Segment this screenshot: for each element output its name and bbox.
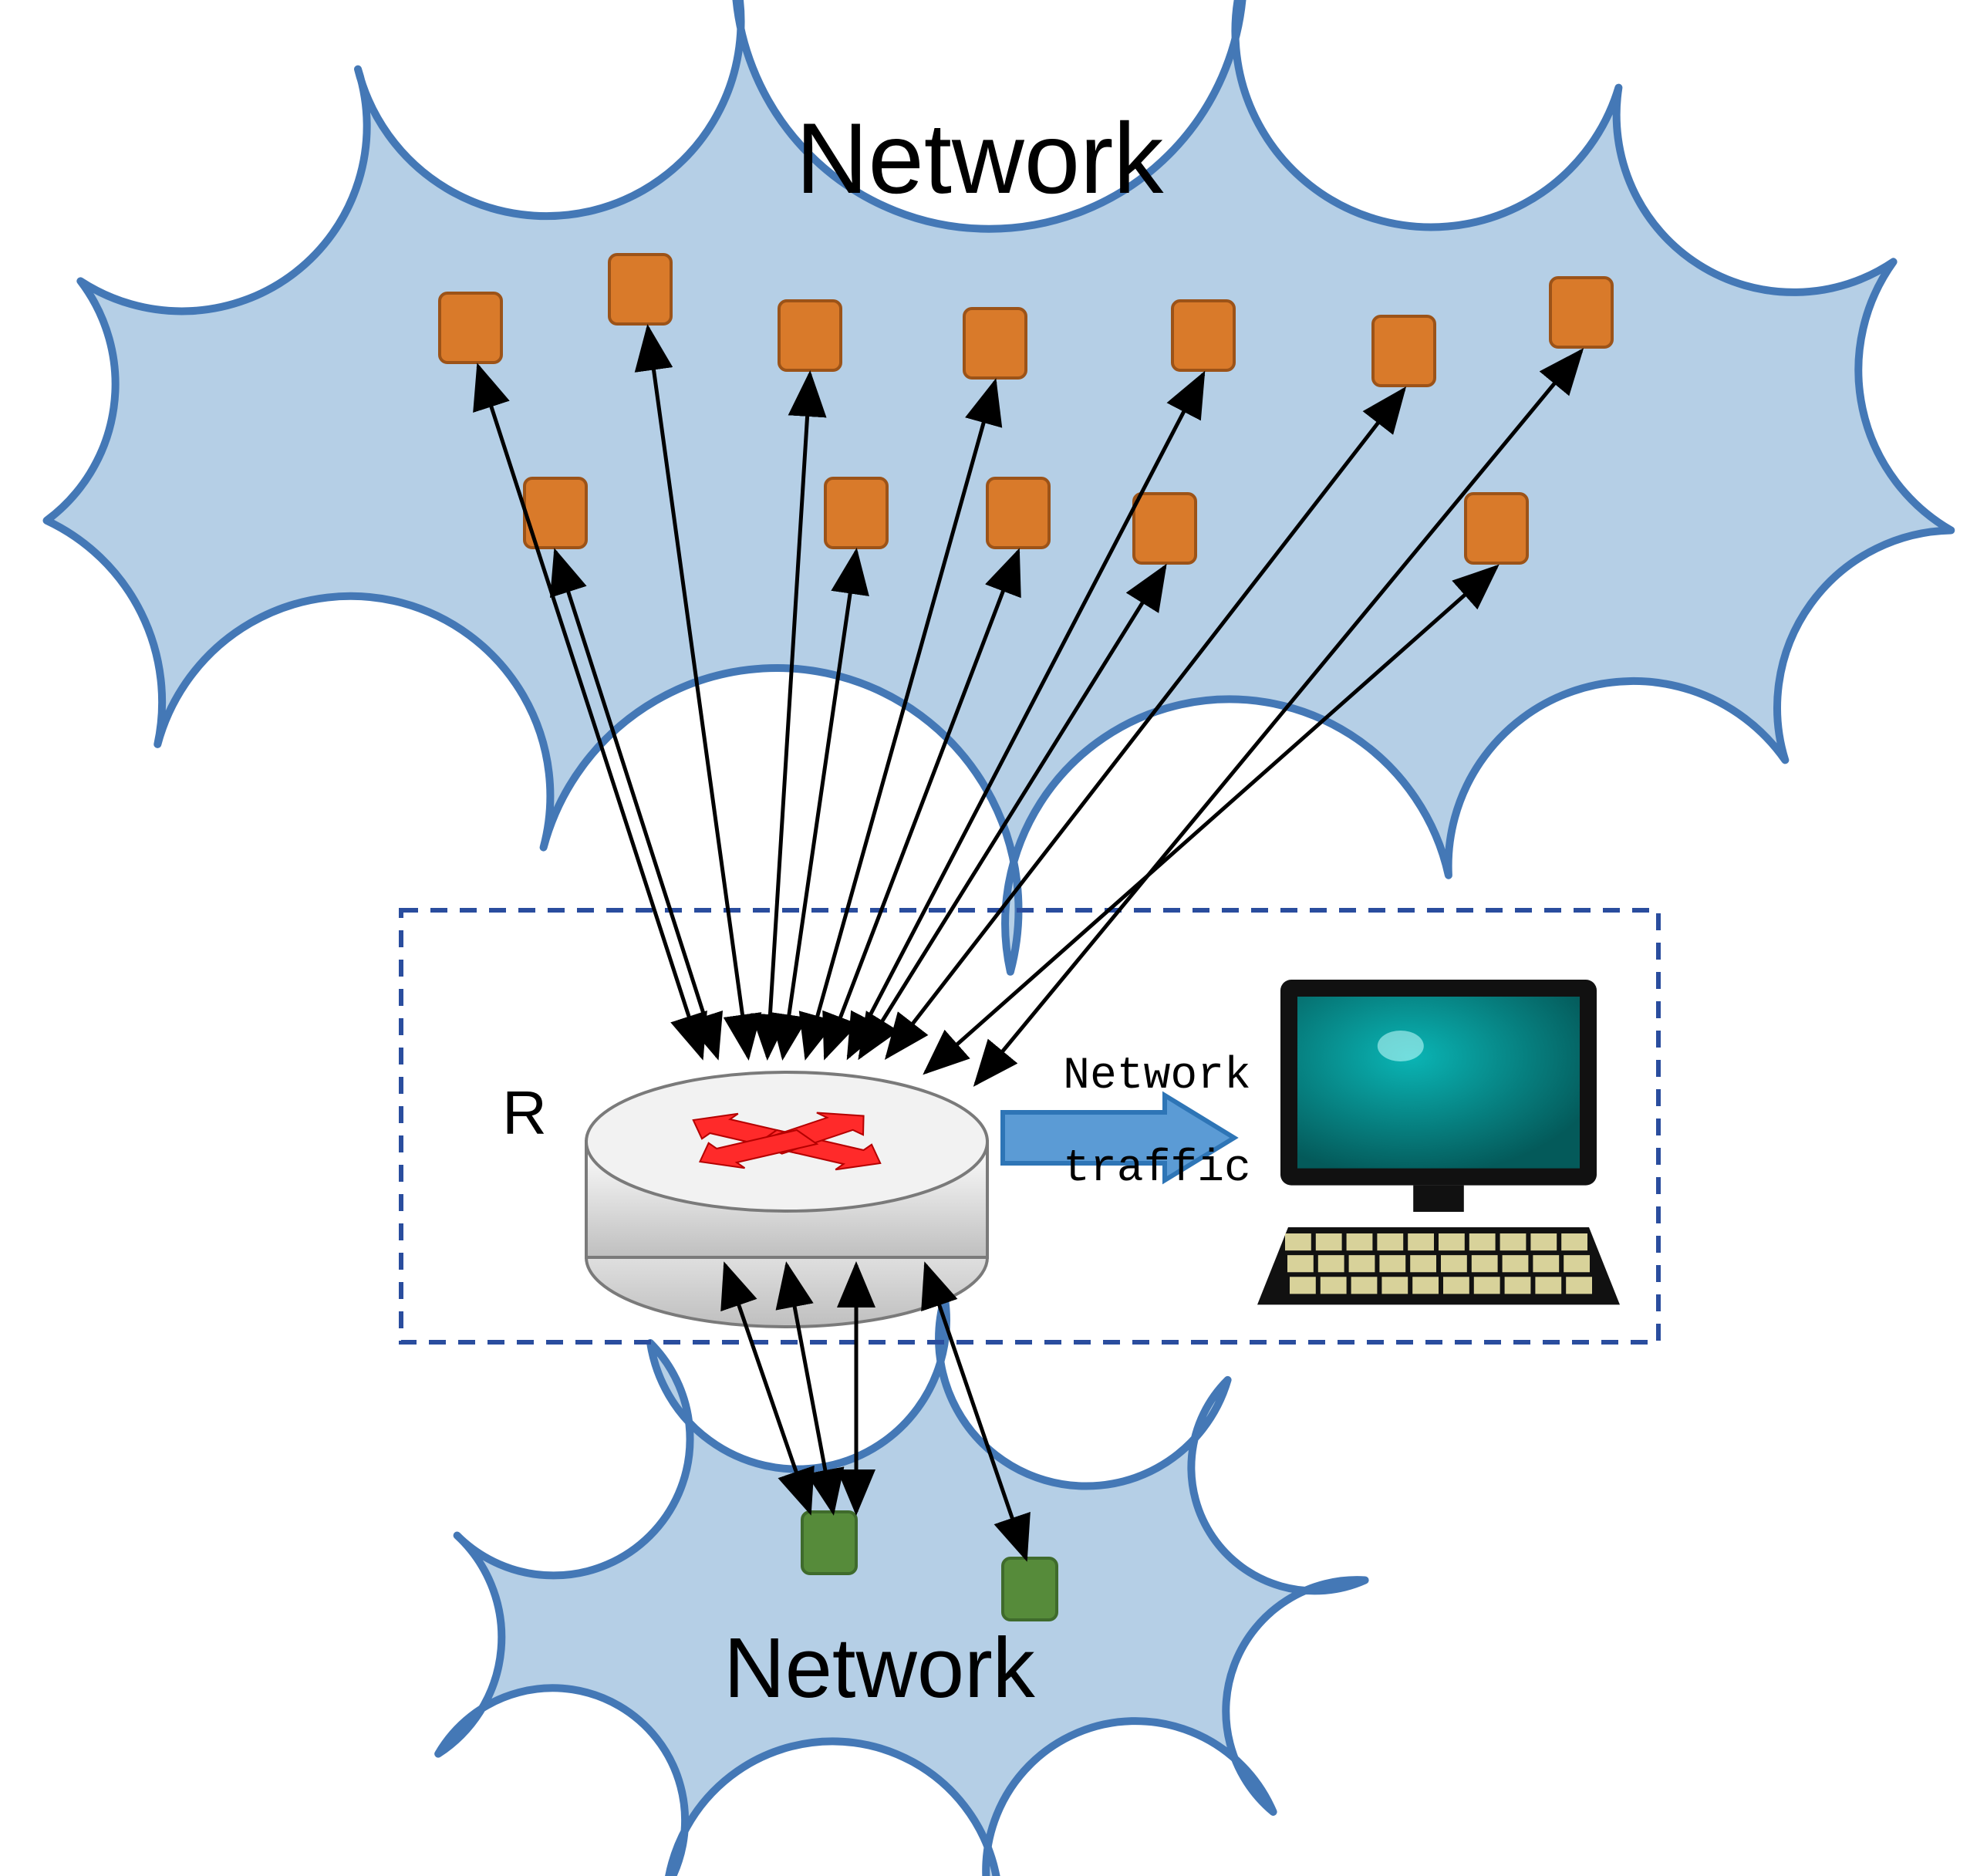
top-node [1466,494,1527,563]
top-node [1550,278,1612,347]
flow-label-top: Network [1063,1051,1251,1102]
bottom-node [1003,1558,1057,1620]
top-node [825,478,887,548]
flow-label-bottom: traffic [1063,1144,1251,1194]
top-node [964,309,1026,378]
network-diagram: Network Network R Network traffic [0,0,1987,1876]
bottom-node [802,1512,856,1574]
top-node [779,301,841,370]
top-cloud-label: Network [796,102,1165,214]
top-node [1373,316,1435,386]
top-node [987,478,1049,548]
monitor-icon [1257,980,1620,1304]
top-node [609,255,671,324]
bottom-cloud [438,1297,1365,1876]
router-label: R [502,1078,547,1147]
top-node [440,293,501,363]
bottom-cloud-label: Network [724,1621,1035,1716]
top-node [1134,494,1196,563]
top-node [1172,301,1234,370]
router-icon [586,1072,987,1327]
